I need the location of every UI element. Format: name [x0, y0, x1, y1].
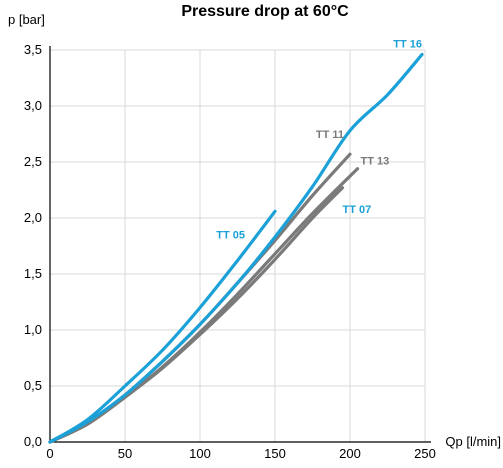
y-tick-label: 1,0: [24, 322, 42, 337]
x-axis-label: Qp [l/min]: [445, 434, 501, 449]
series-line-tt13: [48, 167, 360, 444]
y-axis-label: p [bar]: [8, 12, 45, 27]
axes: [49, 46, 431, 443]
grid: [49, 49, 426, 443]
series-line-tt16: [48, 52, 424, 444]
x-tick-label: 100: [189, 446, 211, 461]
series-label-tt16: TT 16: [393, 38, 422, 50]
series-label-tt11: TT 11: [316, 129, 344, 141]
series-lines: [48, 52, 424, 444]
series-labels: TT 05 TT 07 TT 11 TT 13 TT 16: [216, 38, 422, 241]
y-tick-label: 0,0: [24, 434, 42, 449]
y-tick-label: 2,5: [24, 154, 42, 169]
x-tick-label: 200: [339, 446, 361, 461]
chart-title: Pressure drop at 60°C: [181, 3, 349, 20]
series-label-tt05: TT 05: [216, 229, 245, 241]
y-tick-label: 3,5: [24, 42, 42, 57]
series-label-tt07: TT 07: [343, 204, 372, 216]
tick-labels: 0 50 100 150 200 250 0,0 0,5 1,0 1,5 2,0 2,5 3,0 3,5: [24, 42, 436, 461]
y-tick-label: 1,5: [24, 266, 42, 281]
series-label-tt13: TT 13: [361, 156, 390, 168]
series-line-tt05: [48, 209, 277, 444]
y-tick-label: 0,5: [24, 378, 42, 393]
y-tick-label: 2,0: [24, 210, 42, 225]
x-tick-label: 150: [264, 446, 286, 461]
y-tick-label: 3,0: [24, 98, 42, 113]
x-tick-label: 0: [46, 446, 53, 461]
x-tick-label: 250: [414, 446, 436, 461]
x-tick-label: 50: [118, 446, 132, 461]
